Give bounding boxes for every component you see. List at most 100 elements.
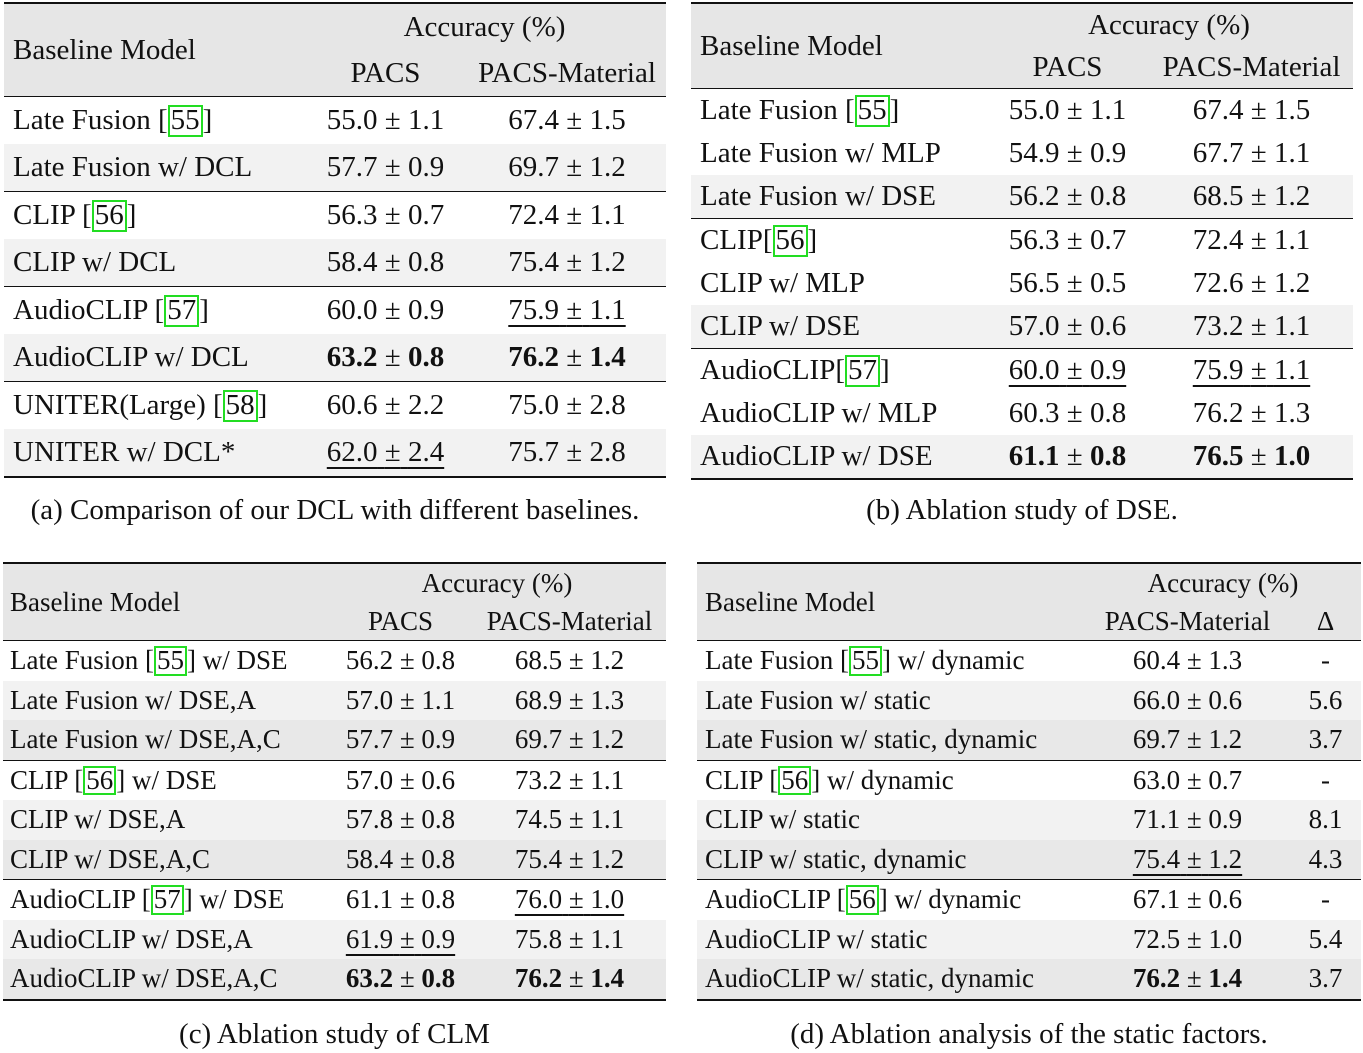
table-b-panel: Baseline Model Accuracy (%) PACS PACS-Ma…	[691, 2, 1353, 480]
pacs-material-cell: 67.1 ± 0.6	[1132, 884, 1243, 915]
citation-link[interactable]: 56	[91, 200, 127, 232]
pacs-cell: 61.9 ± 0.9	[328, 920, 473, 960]
pacs-cell: 57.0 ± 0.6	[1008, 310, 1127, 342]
pacs-material-cell: 71.1 ± 0.9	[1132, 804, 1243, 835]
table-row: Late Fusion [55] 55.0 ± 1.1 67.4 ± 1.5	[691, 88, 1353, 132]
pacs-material-cell: 73.2 ± 1.1	[514, 764, 625, 795]
table-row: CLIP w/ DSE,A 57.8 ± 0.8 74.5 ± 1.1	[3, 800, 666, 840]
table-row: AudioCLIP w/ DSE,A 61.9 ± 0.9 75.8 ± 1.1	[3, 919, 666, 960]
table-a-panel: Baseline Model Accuracy (%) PACS PACS-Ma…	[4, 2, 666, 478]
table-row: CLIP w/ MLP 56.5 ± 0.5 72.6 ± 1.2	[691, 262, 1353, 305]
table-c: Baseline Model Accuracy (%) PACS PACS-Ma…	[3, 562, 666, 1001]
citation-link[interactable]: 56	[83, 765, 117, 796]
second-best-value: 62.0 ± 2.4	[326, 436, 445, 468]
pacs-material-cell: 67.7 ± 1.1	[1192, 137, 1311, 169]
citation-link[interactable]: 57	[150, 885, 184, 915]
citation-link[interactable]: 55	[848, 646, 882, 676]
pacs-cell: 57.8 ± 0.8	[345, 804, 456, 835]
header-model: Baseline Model	[705, 586, 876, 617]
caption-d: (d) Ablation analysis of the static fact…	[790, 1018, 1268, 1050]
table-row: CLIP w/ static, dynamic 75.4 ± 1.2 4.3	[697, 839, 1361, 880]
header-accuracy: Accuracy (%)	[421, 567, 573, 598]
pacs-cell: 56.3 ± 0.7	[326, 199, 445, 231]
pacs-cell: 60.0 ± 0.9	[326, 294, 445, 326]
citation-link[interactable]: 56	[772, 225, 808, 257]
pacs-material-cell: 75.4 ± 1.2	[514, 843, 625, 874]
pacs-cell: 60.0 ± 0.9	[985, 349, 1150, 393]
second-best-value: 75.9 ± 1.1	[1192, 354, 1311, 386]
table-row: CLIP w/ DCL 58.4 ± 0.8 75.4 ± 1.2	[4, 239, 666, 287]
caption-b: (b) Ablation study of DSE.	[866, 494, 1178, 526]
header-pacs-material: PACS-Material	[1162, 50, 1341, 83]
pacs-material-cell: 68.5 ± 1.2	[1192, 180, 1311, 212]
pacs-material-cell: 73.2 ± 1.1	[1192, 310, 1311, 342]
pacs-cell: 61.1 ± 0.8	[345, 884, 456, 915]
pacs-cell: 62.0 ± 2.4	[303, 429, 468, 477]
table-row: CLIP [56] w/ dynamic 63.0 ± 0.7 -	[697, 760, 1361, 800]
citation-link[interactable]: 58	[222, 390, 258, 422]
pacs-cell: 57.0 ± 1.1	[345, 684, 456, 715]
caption-a: (a) Comparison of our DCL with different…	[30, 494, 640, 526]
header-accuracy: Accuracy (%)	[1088, 8, 1250, 41]
citation-link[interactable]: 56	[778, 765, 812, 796]
table-row: CLIP w/ DSE,A,C 58.4 ± 0.8 75.4 ± 1.2	[3, 839, 666, 880]
pacs-material-cell: 74.5 ± 1.1	[514, 804, 625, 835]
pacs-cell: 57.7 ± 0.9	[326, 151, 445, 183]
second-best-value: 61.9 ± 0.9	[345, 923, 456, 954]
table-row: AudioCLIP w/ DSE 61.1 ± 0.8 76.5 ± 1.0	[691, 435, 1353, 479]
pacs-cell: 63.2 ± 0.8	[345, 963, 456, 994]
pacs-material-cell: 72.5 ± 1.0	[1132, 923, 1243, 954]
table-d: Baseline Model Accuracy (%) PACS-Materia…	[697, 562, 1361, 1001]
caption-c: (c) Ablation study of CLM	[179, 1018, 490, 1050]
table-row: Late Fusion [55] w/ DSE 56.2 ± 0.8 68.5 …	[3, 640, 666, 681]
pacs-material-cell: 75.8 ± 1.1	[514, 923, 625, 954]
pacs-material-cell: 67.4 ± 1.5	[1192, 94, 1311, 126]
pacs-cell: 57.0 ± 0.6	[345, 764, 456, 795]
pacs-material-cell: 69.7 ± 1.2	[514, 724, 625, 755]
table-c-panel: Baseline Model Accuracy (%) PACS PACS-Ma…	[3, 562, 666, 1001]
table-row: Late Fusion [55] 55.0 ± 1.1 67.4 ± 1.5	[4, 96, 666, 144]
table-b: Baseline Model Accuracy (%) PACS PACS-Ma…	[691, 2, 1353, 480]
header-pacs-material: PACS-Material	[1104, 605, 1271, 636]
pacs-material-cell: 72.6 ± 1.2	[1192, 267, 1311, 299]
pacs-material-cell: 76.2 ± 1.4	[1132, 963, 1243, 994]
delta-cell: -	[1321, 764, 1330, 795]
header-pacs-material: PACS-Material	[478, 56, 656, 89]
header-pacs: PACS	[1032, 50, 1103, 83]
header-model: Baseline Model	[700, 29, 883, 62]
citation-link[interactable]: 57	[164, 295, 200, 327]
citation-link[interactable]: 56	[845, 885, 879, 915]
header-model: Baseline Model	[13, 33, 196, 66]
table-row: Late Fusion w/ MLP 54.9 ± 0.9 67.7 ± 1.1	[691, 132, 1353, 175]
citation-link[interactable]: 55	[167, 105, 203, 137]
citation-link[interactable]: 55	[153, 646, 187, 676]
pacs-material-cell: 63.0 ± 0.7	[1132, 764, 1243, 795]
table-row: AudioCLIP w/ MLP 60.3 ± 0.8 76.2 ± 1.3	[691, 392, 1353, 435]
citation-link[interactable]: 57	[845, 355, 880, 387]
table-row: CLIP [56] w/ DSE 57.0 ± 0.6 73.2 ± 1.1	[3, 760, 666, 800]
table-row: Late Fusion w/ static, dynamic 69.7 ± 1.…	[697, 720, 1361, 760]
pacs-cell: 60.6 ± 2.2	[326, 389, 445, 421]
delta-cell: -	[1321, 645, 1330, 676]
table-row: AudioCLIP w/ static 72.5 ± 1.0 5.4	[697, 919, 1361, 959]
citation-link[interactable]: 55	[854, 95, 890, 127]
table-row: Late Fusion [55] w/ dynamic 60.4 ± 1.3 -	[697, 640, 1361, 681]
table-row: CLIP w/ DSE 57.0 ± 0.6 73.2 ± 1.1	[691, 305, 1353, 349]
pacs-material-cell: 68.5 ± 1.2	[514, 645, 625, 676]
second-best-value: 60.0 ± 0.9	[1008, 354, 1127, 386]
table-row: Late Fusion w/ DSE,A 57.0 ± 1.1 68.9 ± 1…	[3, 680, 666, 720]
pacs-cell: 60.3 ± 0.8	[1008, 397, 1127, 429]
pacs-material-cell: 75.7 ± 2.8	[508, 436, 626, 468]
header-model: Baseline Model	[10, 586, 181, 617]
pacs-cell: 55.0 ± 1.1	[326, 104, 445, 136]
table-row: CLIP [56] 56.3 ± 0.7 72.4 ± 1.1	[4, 191, 666, 239]
table-row: Late Fusion w/ DSE,A,C 57.7 ± 0.9 69.7 ±…	[3, 720, 666, 760]
header-pacs: PACS	[350, 56, 421, 89]
delta-cell: -	[1321, 884, 1330, 915]
table-row: AudioCLIP w/ static, dynamic 76.2 ± 1.4 …	[697, 959, 1361, 1000]
delta-cell: 3.7	[1308, 963, 1343, 994]
delta-cell: 5.6	[1308, 684, 1343, 715]
pacs-cell: 61.1 ± 0.8	[1008, 440, 1127, 472]
pacs-material-cell: 76.2 ± 1.4	[508, 341, 626, 373]
pacs-material-cell: 76.2 ± 1.3	[1192, 397, 1311, 429]
